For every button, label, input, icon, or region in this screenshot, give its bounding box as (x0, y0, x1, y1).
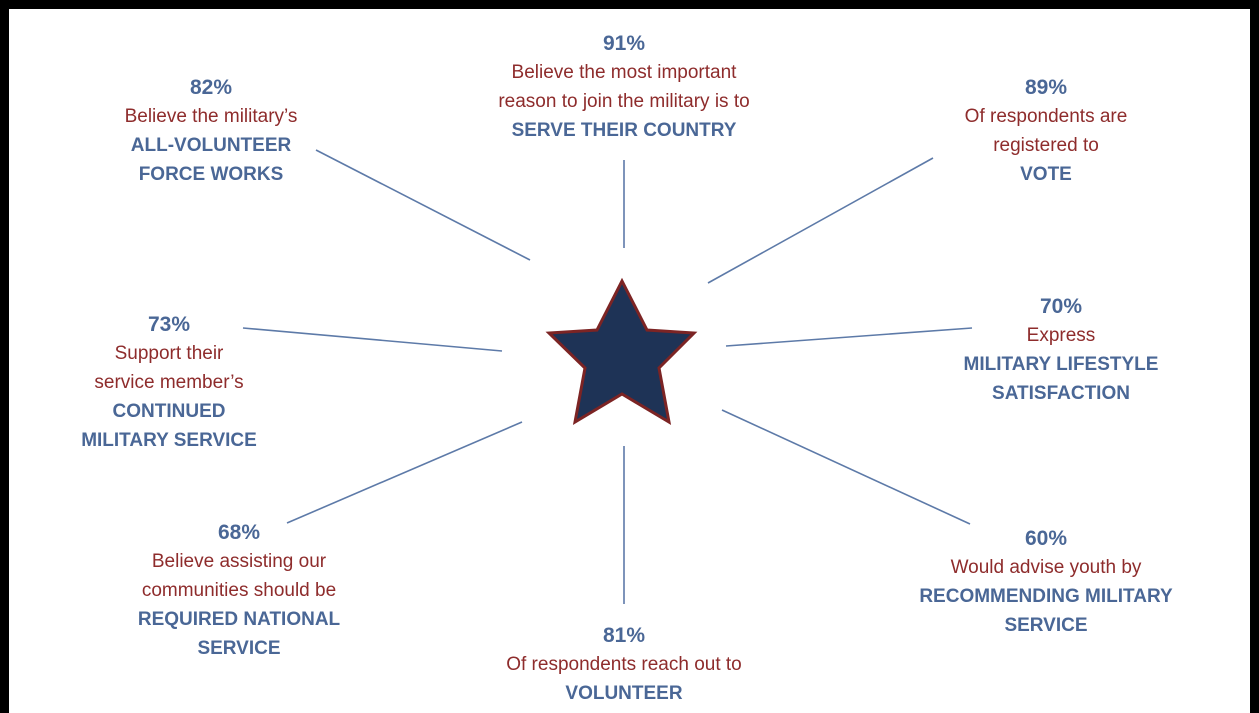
ray-bottom-right (721, 409, 971, 525)
stat-top-left: 82% Believe the military’s ALL-VOLUNTEER… (66, 73, 356, 189)
stat-top-right: 89% Of respondents are registered to VOT… (886, 73, 1206, 189)
stat-left: 73% Support their service member’s CONTI… (34, 310, 304, 455)
stat-left-emphasis-1: CONTINUED (112, 401, 226, 422)
ray-left (242, 327, 503, 352)
ray-right (725, 327, 973, 347)
stat-right-line-1: Express (1026, 325, 1096, 346)
stat-bottom-left: 68% Believe assisting our communities sh… (84, 518, 394, 663)
stat-top-left-percent: 82% (189, 76, 233, 99)
stat-top-right-emphasis-1: VOTE (1020, 164, 1072, 185)
stat-left-line-2: service member’s (94, 372, 244, 393)
stat-bottom-left-emphasis-2: SERVICE (197, 638, 281, 659)
stat-left-emphasis-2: MILITARY SERVICE (81, 430, 257, 451)
stat-top-emphasis-1: SERVE THEIR COUNTRY (511, 120, 737, 141)
stat-left-line-1: Support their (114, 343, 224, 364)
stat-bottom-right-percent: 60% (1024, 527, 1068, 550)
stat-bottom-left-percent: 68% (217, 521, 261, 544)
stat-bottom: 81% Of respondents reach out to VOLUNTEE… (464, 621, 784, 708)
stat-right-emphasis-1: MILITARY LIFESTYLE (963, 354, 1159, 375)
stat-bottom-percent: 81% (602, 624, 646, 647)
stat-top: 91% Believe the most important reason to… (454, 29, 794, 145)
stat-bottom-left-line-1: Believe assisting our (151, 551, 327, 572)
stat-top-left-emphasis-2: FORCE WORKS (138, 164, 284, 185)
ray-bottom-left (286, 421, 523, 524)
stat-bottom-right-emphasis-1: RECOMMENDING MILITARY (919, 586, 1173, 607)
stat-bottom-left-emphasis-1: REQUIRED NATIONAL (137, 609, 341, 630)
stat-bottom-left-line-2: communities should be (141, 580, 337, 601)
stat-bottom-right-line-1: Would advise youth by (950, 557, 1142, 578)
stat-left-percent: 73% (147, 313, 191, 336)
stat-top-right-line-2: registered to (993, 135, 1099, 156)
stat-top-percent: 91% (602, 32, 646, 55)
stat-right: 70% Express MILITARY LIFESTYLE SATISFACT… (906, 292, 1216, 408)
stat-right-emphasis-2: SATISFACTION (992, 383, 1130, 404)
stat-bottom-emphasis-1: VOLUNTEER (565, 683, 683, 704)
stat-top-left-line-1: Believe the military’s (124, 106, 298, 127)
star-icon (545, 277, 698, 425)
ray-top-right (707, 157, 934, 284)
stat-top-right-percent: 89% (1024, 76, 1068, 99)
ray-top-left (315, 149, 531, 261)
stat-top-line-2: reason to join the military is to (498, 91, 750, 112)
stat-bottom-right: 60% Would advise youth by RECOMMENDING M… (886, 524, 1206, 640)
stat-right-percent: 70% (1039, 295, 1083, 318)
stat-bottom-right-emphasis-2: SERVICE (1004, 615, 1088, 636)
stat-top-right-line-1: Of respondents are (964, 106, 1128, 127)
stat-bottom-line-1: Of respondents reach out to (506, 654, 742, 675)
stat-top-left-emphasis-1: ALL-VOLUNTEER (130, 135, 292, 156)
stat-top-line-1: Believe the most important (511, 62, 737, 83)
